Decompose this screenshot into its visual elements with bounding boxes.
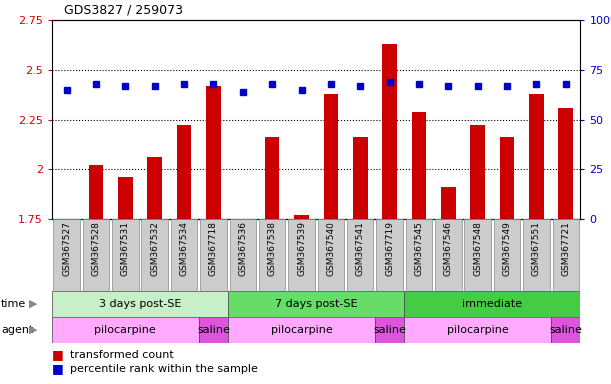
Bar [53, 219, 80, 291]
Text: GSM367532: GSM367532 [150, 221, 159, 276]
Text: 7 days post-SE: 7 days post-SE [275, 299, 357, 309]
Bar [494, 219, 520, 291]
Bar [118, 177, 133, 219]
Text: GSM367531: GSM367531 [121, 221, 130, 276]
Text: GSM367534: GSM367534 [180, 221, 189, 276]
Bar [523, 219, 550, 291]
Bar [347, 219, 373, 291]
Text: pilocarpine: pilocarpine [447, 325, 508, 335]
Text: GSM367527: GSM367527 [62, 221, 71, 276]
Bar [82, 219, 109, 291]
Bar [406, 219, 432, 291]
Bar [464, 219, 491, 291]
Text: GDS3827 / 259073: GDS3827 / 259073 [64, 3, 183, 16]
Text: 3 days post-SE: 3 days post-SE [99, 299, 181, 309]
Bar [441, 187, 456, 219]
Text: GSM367536: GSM367536 [238, 221, 247, 276]
Text: GSM367541: GSM367541 [356, 221, 365, 276]
Bar [147, 157, 162, 219]
Text: percentile rank within the sample: percentile rank within the sample [70, 364, 258, 374]
Text: ▶: ▶ [29, 325, 38, 335]
Text: GSM367540: GSM367540 [326, 221, 335, 276]
Bar [171, 219, 197, 291]
Text: saline: saline [197, 325, 230, 335]
Text: transformed count: transformed count [70, 350, 174, 360]
Text: GSM367719: GSM367719 [385, 221, 394, 276]
Bar [177, 126, 191, 219]
Bar [142, 219, 168, 291]
Text: time: time [1, 299, 26, 309]
Bar [412, 111, 426, 219]
Text: saline: saline [549, 325, 582, 335]
Text: ■: ■ [52, 349, 64, 361]
Text: saline: saline [373, 325, 406, 335]
Text: GSM367539: GSM367539 [297, 221, 306, 276]
Bar [199, 317, 228, 343]
Bar [200, 219, 227, 291]
Text: ■: ■ [52, 362, 64, 376]
Bar [470, 126, 485, 219]
Text: agent: agent [1, 325, 34, 335]
Bar [404, 291, 580, 317]
Bar [376, 219, 403, 291]
Bar [551, 317, 580, 343]
Bar [353, 137, 368, 219]
Bar [375, 317, 404, 343]
Bar [259, 219, 285, 291]
Bar [228, 317, 375, 343]
Bar [558, 108, 573, 219]
Text: GSM367549: GSM367549 [502, 221, 511, 276]
Text: GSM367721: GSM367721 [562, 221, 570, 276]
Bar [112, 219, 139, 291]
Text: GSM367528: GSM367528 [92, 221, 100, 276]
Bar [89, 165, 103, 219]
Text: GSM367551: GSM367551 [532, 221, 541, 276]
Bar [294, 215, 309, 219]
Text: pilocarpine: pilocarpine [95, 325, 156, 335]
Text: pilocarpine: pilocarpine [271, 325, 332, 335]
Bar [52, 317, 199, 343]
Text: GSM367538: GSM367538 [268, 221, 277, 276]
Text: GSM367545: GSM367545 [414, 221, 423, 276]
Bar [552, 219, 579, 291]
Bar [318, 219, 344, 291]
Bar [529, 94, 544, 219]
Bar [230, 219, 256, 291]
Bar [52, 291, 228, 317]
Text: immediate: immediate [463, 299, 522, 309]
Text: GSM367546: GSM367546 [444, 221, 453, 276]
Bar [404, 317, 551, 343]
Bar [228, 291, 404, 317]
Bar [500, 137, 514, 219]
Bar [206, 86, 221, 219]
Text: GSM367548: GSM367548 [473, 221, 482, 276]
Text: GSM367718: GSM367718 [209, 221, 218, 276]
Bar [288, 219, 315, 291]
Text: ▶: ▶ [29, 299, 38, 309]
Bar [435, 219, 461, 291]
Bar [265, 137, 279, 219]
Bar [324, 94, 338, 219]
Bar [382, 44, 397, 219]
